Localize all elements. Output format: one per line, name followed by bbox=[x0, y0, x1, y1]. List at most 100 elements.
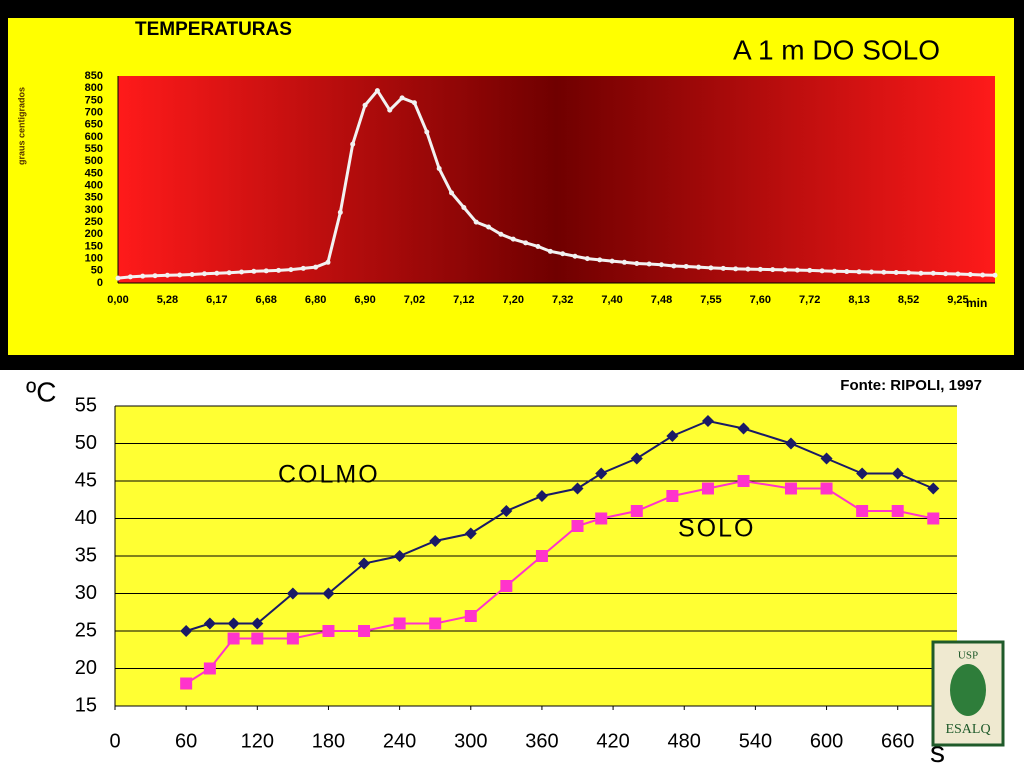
point bbox=[757, 266, 763, 272]
x-tick-label: 120 bbox=[241, 730, 274, 752]
y-tick-label: 50 bbox=[91, 265, 103, 277]
y-tick-label: 550 bbox=[85, 143, 103, 155]
point bbox=[313, 264, 319, 270]
x-tick-label: 480 bbox=[668, 730, 701, 752]
point bbox=[461, 205, 467, 211]
point bbox=[473, 219, 479, 225]
x-tick-label: 5,28 bbox=[157, 294, 178, 306]
point bbox=[201, 271, 207, 277]
point bbox=[288, 267, 294, 273]
point bbox=[737, 422, 750, 435]
source: Fonte: RIPOLI, 1997 bbox=[840, 377, 982, 394]
point bbox=[127, 274, 133, 280]
x-tick-label: 660 bbox=[881, 730, 914, 752]
point bbox=[300, 265, 306, 271]
point bbox=[464, 527, 477, 540]
point bbox=[177, 272, 183, 278]
point bbox=[658, 262, 664, 268]
point bbox=[666, 490, 679, 502]
x-tick-label: 360 bbox=[525, 730, 558, 752]
point bbox=[701, 415, 714, 427]
point bbox=[180, 677, 193, 690]
y-tick-label: 250 bbox=[85, 216, 103, 228]
y-tick-label: 300 bbox=[85, 204, 103, 216]
point bbox=[666, 430, 679, 442]
point bbox=[115, 275, 121, 281]
point bbox=[535, 550, 548, 562]
point bbox=[634, 261, 640, 267]
y-tick-label: 150 bbox=[85, 240, 103, 252]
point bbox=[737, 475, 750, 487]
point bbox=[572, 253, 578, 259]
y-tick-label: 650 bbox=[85, 119, 103, 131]
logo-text: ESALQ bbox=[945, 722, 990, 737]
point bbox=[464, 610, 477, 622]
x-tick-label: 7,02 bbox=[404, 294, 425, 306]
x-tick-label: 7,12 bbox=[453, 294, 474, 306]
point bbox=[140, 273, 146, 279]
x-tick-label: 0,00 bbox=[107, 294, 128, 306]
y-tick-label: 35 bbox=[75, 544, 97, 566]
point bbox=[429, 617, 442, 630]
point bbox=[227, 617, 240, 630]
point bbox=[411, 100, 417, 106]
point bbox=[891, 505, 904, 517]
point bbox=[906, 270, 912, 276]
y-tick-label: 40 bbox=[75, 507, 97, 529]
point bbox=[891, 467, 904, 480]
point bbox=[955, 271, 961, 277]
point bbox=[671, 263, 677, 269]
point bbox=[844, 269, 850, 275]
point bbox=[393, 550, 406, 562]
y-tick-label: 55 bbox=[75, 394, 97, 416]
point bbox=[630, 452, 643, 465]
point bbox=[251, 617, 264, 630]
x-tick-label: 0 bbox=[109, 730, 120, 752]
point bbox=[927, 512, 940, 525]
point bbox=[436, 166, 442, 172]
y-tick-label: 0 bbox=[97, 277, 103, 289]
y-tick-label: 400 bbox=[85, 179, 103, 191]
point bbox=[362, 102, 368, 108]
y-tick-label: 700 bbox=[85, 106, 103, 118]
y-tick-label: 350 bbox=[85, 192, 103, 204]
point bbox=[251, 268, 257, 274]
title: TEMPERATURAS bbox=[135, 19, 292, 40]
point bbox=[571, 482, 584, 495]
x-tick-label: 600 bbox=[810, 730, 843, 752]
y-tick-label: 100 bbox=[85, 253, 103, 265]
point bbox=[325, 259, 331, 265]
point bbox=[745, 266, 751, 272]
point bbox=[498, 231, 504, 237]
point bbox=[683, 263, 689, 269]
logo-text: USP bbox=[958, 650, 978, 662]
point bbox=[571, 520, 584, 532]
point bbox=[322, 625, 335, 637]
point bbox=[263, 268, 269, 274]
annotation: SOLO bbox=[678, 515, 755, 543]
annotation: COLMO bbox=[278, 461, 380, 489]
point bbox=[893, 270, 899, 276]
point bbox=[387, 107, 393, 113]
x-tick-label: 8,13 bbox=[848, 294, 869, 306]
point bbox=[337, 209, 343, 215]
point bbox=[630, 505, 643, 517]
x-tick-label: 7,55 bbox=[700, 294, 721, 306]
x-tick-label: 8,52 bbox=[898, 294, 919, 306]
x-tick-label: 7,72 bbox=[799, 294, 820, 306]
point bbox=[856, 467, 869, 480]
y-tick-label: 15 bbox=[75, 694, 97, 716]
point bbox=[621, 259, 627, 265]
point bbox=[720, 265, 726, 271]
point bbox=[500, 580, 513, 592]
point bbox=[358, 625, 371, 637]
y-tick-label: 600 bbox=[85, 131, 103, 143]
x-tick-label: 6,17 bbox=[206, 294, 227, 306]
point bbox=[500, 505, 513, 517]
point bbox=[930, 270, 936, 276]
point bbox=[856, 269, 862, 275]
point bbox=[449, 190, 455, 196]
point bbox=[943, 271, 949, 277]
point bbox=[286, 587, 299, 600]
